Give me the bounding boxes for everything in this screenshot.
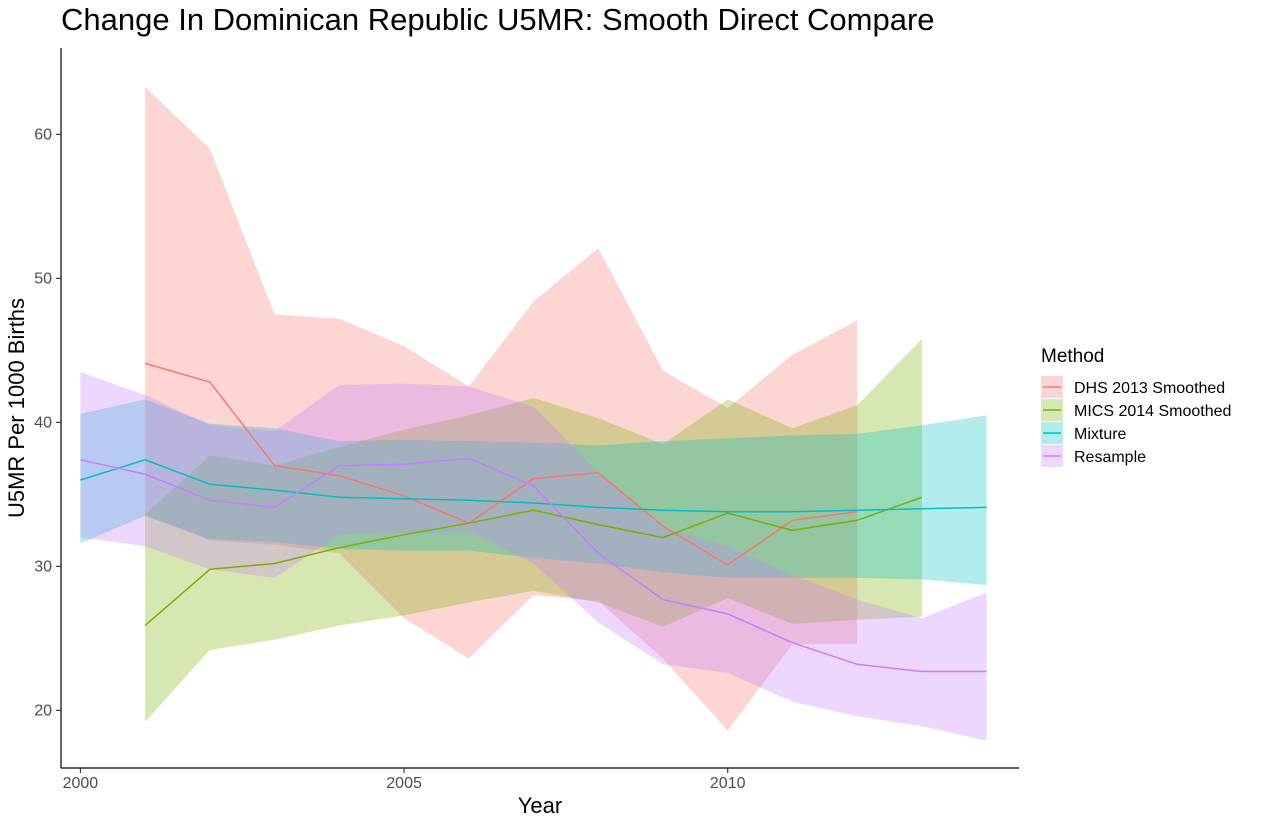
series-lines: [80, 362, 987, 673]
legend-item-dhs-2013-smoothed: DHS 2013 Smoothed: [1041, 376, 1225, 398]
legend-label-resample: Resample: [1074, 449, 1146, 466]
line-mixture: [80, 459, 987, 513]
band-dhs-2013-smoothed: [145, 86, 858, 731]
x-tick-label: 2005: [386, 775, 422, 792]
y-tick-label: 40: [34, 414, 52, 431]
legend-item-mics-2014-smoothed: MICS 2014 Smoothed: [1041, 399, 1231, 421]
y-axis-title: U5MR Per 1000 Births: [4, 298, 29, 518]
band-mics-2014-smoothed: [145, 338, 922, 722]
line-mics-2014-smoothed: [144, 496, 923, 626]
legend-item-resample: Resample: [1041, 445, 1146, 467]
x-tick-label: 2010: [710, 775, 746, 792]
x-axis-title: Year: [518, 793, 562, 818]
y-axis-ticks: 20 30 40 50 60: [34, 126, 61, 719]
line-resample: [80, 457, 987, 673]
band-mixture: [80, 399, 987, 586]
legend-label-mics-2014-smoothed: MICS 2014 Smoothed: [1074, 403, 1231, 420]
chart-title: Change In Dominican Republic U5MR: Smoot…: [61, 2, 935, 37]
y-tick-label: 30: [34, 558, 52, 575]
legend-item-mixture: Mixture: [1041, 422, 1127, 444]
x-tick-label: 2000: [63, 775, 99, 792]
legend-label-dhs-2013-smoothed: DHS 2013 Smoothed: [1074, 380, 1225, 397]
band-resample: [80, 372, 987, 741]
y-tick-label: 20: [34, 702, 52, 719]
legend: Method DHS 2013 Smoothed MICS 2014 Smooth…: [1041, 346, 1231, 467]
y-tick-label: 50: [34, 270, 52, 287]
legend-title: Method: [1041, 346, 1104, 367]
confidence-bands: [80, 86, 987, 741]
x-axis-ticks: 2000 2005 2010: [63, 768, 746, 792]
y-tick-label: 60: [34, 126, 52, 143]
legend-label-mixture: Mixture: [1074, 426, 1127, 443]
